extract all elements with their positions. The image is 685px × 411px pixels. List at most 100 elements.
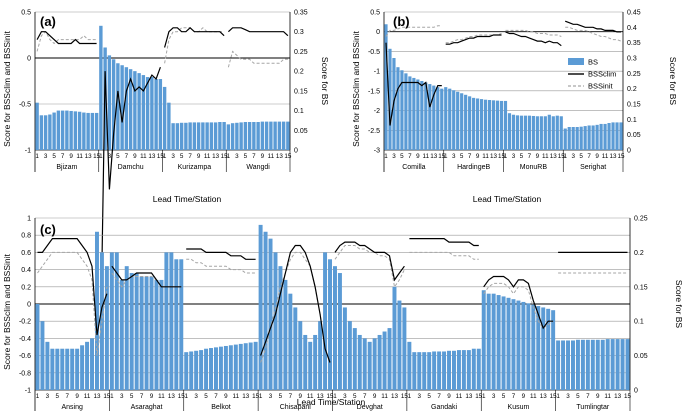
lead-tick-label: 11 [268,153,275,160]
bs-bar [561,340,566,390]
right-tick-label: 0 [294,148,298,155]
lead-tick-label: 11 [456,393,463,400]
bs-bar [222,122,226,150]
lead-tick-label: 3 [171,153,175,160]
bs-bar [448,88,452,150]
bs-bar [80,345,85,390]
lead-tick-label: 7 [587,153,591,160]
lead-tick-label: 7 [289,393,293,400]
lead-tick-label: 11 [542,153,549,160]
bs-bar [511,114,516,150]
bs-bar [555,115,559,150]
legend-swatch-bs [568,58,584,65]
bs-bar [417,352,422,390]
bs-bar [209,122,214,150]
lead-tick-label: 15 [475,393,483,400]
lead-tick-label: 1 [333,393,337,400]
lead-tick-label: 5 [130,393,134,400]
right-axis-title: Score for BS [668,57,678,106]
bssclim-line [483,275,554,330]
lead-tick-label: 13 [85,153,93,160]
bs-bar [199,350,204,390]
bs-bar [362,338,367,390]
left-tick-label: -3 [374,148,380,155]
bs-bar [194,350,199,390]
bs-bar [247,122,252,150]
right-tick-label: 0.4 [627,25,637,32]
lead-tick-label: 9 [69,153,73,160]
bs-bar [563,128,567,150]
bs-bar [539,116,543,150]
bs-bar [35,102,39,150]
station-label: Bjizam [56,164,77,171]
lead-tick-label: 1 [482,393,486,400]
lead-tick-label: 13 [93,393,101,400]
bs-bar [515,115,520,150]
lead-tick-label: 3 [269,393,273,400]
left-tick-label: 0.8 [21,233,31,240]
lead-tick-label: 15 [284,153,292,160]
lead-tick-label: 15 [550,393,558,400]
bs-bar [625,339,630,390]
bs-bar [367,341,372,390]
panel-label: (c) [40,222,56,237]
bs-bar [120,65,124,150]
bs-bar [432,85,436,150]
lead-tick-label: 5 [244,153,248,160]
right-tick-label: 0.1 [634,319,644,326]
lead-tick-label: 9 [224,393,228,400]
bs-bar [444,87,448,150]
lead-tick-label: 7 [65,393,69,400]
lead-tick-label: 3 [194,393,198,400]
lead-tick-label: 13 [550,153,558,160]
bssclim-line [564,20,621,33]
bs-bar [595,339,600,390]
bs-bar [402,307,407,390]
left-tick-label: -1 [25,148,31,155]
lead-tick-label: 9 [522,393,526,400]
right-tick-label: 0.2 [294,69,304,76]
right-axis-title: Score for BS [320,57,330,106]
bs-bar [293,307,298,390]
lead-tick-label: 13 [540,393,548,400]
bs-bar [501,296,506,390]
bs-bar [139,276,144,390]
bs-bar [318,321,323,390]
bs-bar [619,122,623,150]
bs-bar [230,123,235,150]
lead-tick-label: 7 [61,153,65,160]
bs-bar [162,86,167,150]
bs-bar [243,122,248,150]
right-tick-label: 0.2 [634,250,644,257]
bs-bar [428,84,432,150]
bs-bar [114,252,119,390]
lead-tick-label: 11 [530,393,537,400]
bs-bar [585,339,590,390]
panel-label: (b) [393,14,410,29]
lead-tick-label: 5 [460,153,464,160]
bs-bar [575,127,579,150]
right-tick-label: 0.15 [634,284,648,291]
bs-bar [128,69,133,150]
bssclim-line [227,27,289,37]
lead-tick-label: 5 [353,393,357,400]
lead-tick-label: 5 [116,153,120,160]
bs-bar [323,252,328,390]
bs-bar [382,331,387,390]
lead-tick-label: 3 [120,393,124,400]
bs-bar [107,55,112,150]
bs-bar [447,350,452,390]
bs-bar [571,127,575,150]
bs-bar [94,231,99,390]
bs-bar [129,273,134,390]
bs-bar [599,123,603,150]
bs-bar [387,328,392,390]
bs-bar [179,259,184,390]
bssclim-line [385,42,442,126]
bs-bar [347,321,352,390]
bs-bar [531,115,535,150]
bs-bar [283,279,288,390]
lead-tick-label: 7 [363,393,367,400]
bs-bar [615,339,620,390]
